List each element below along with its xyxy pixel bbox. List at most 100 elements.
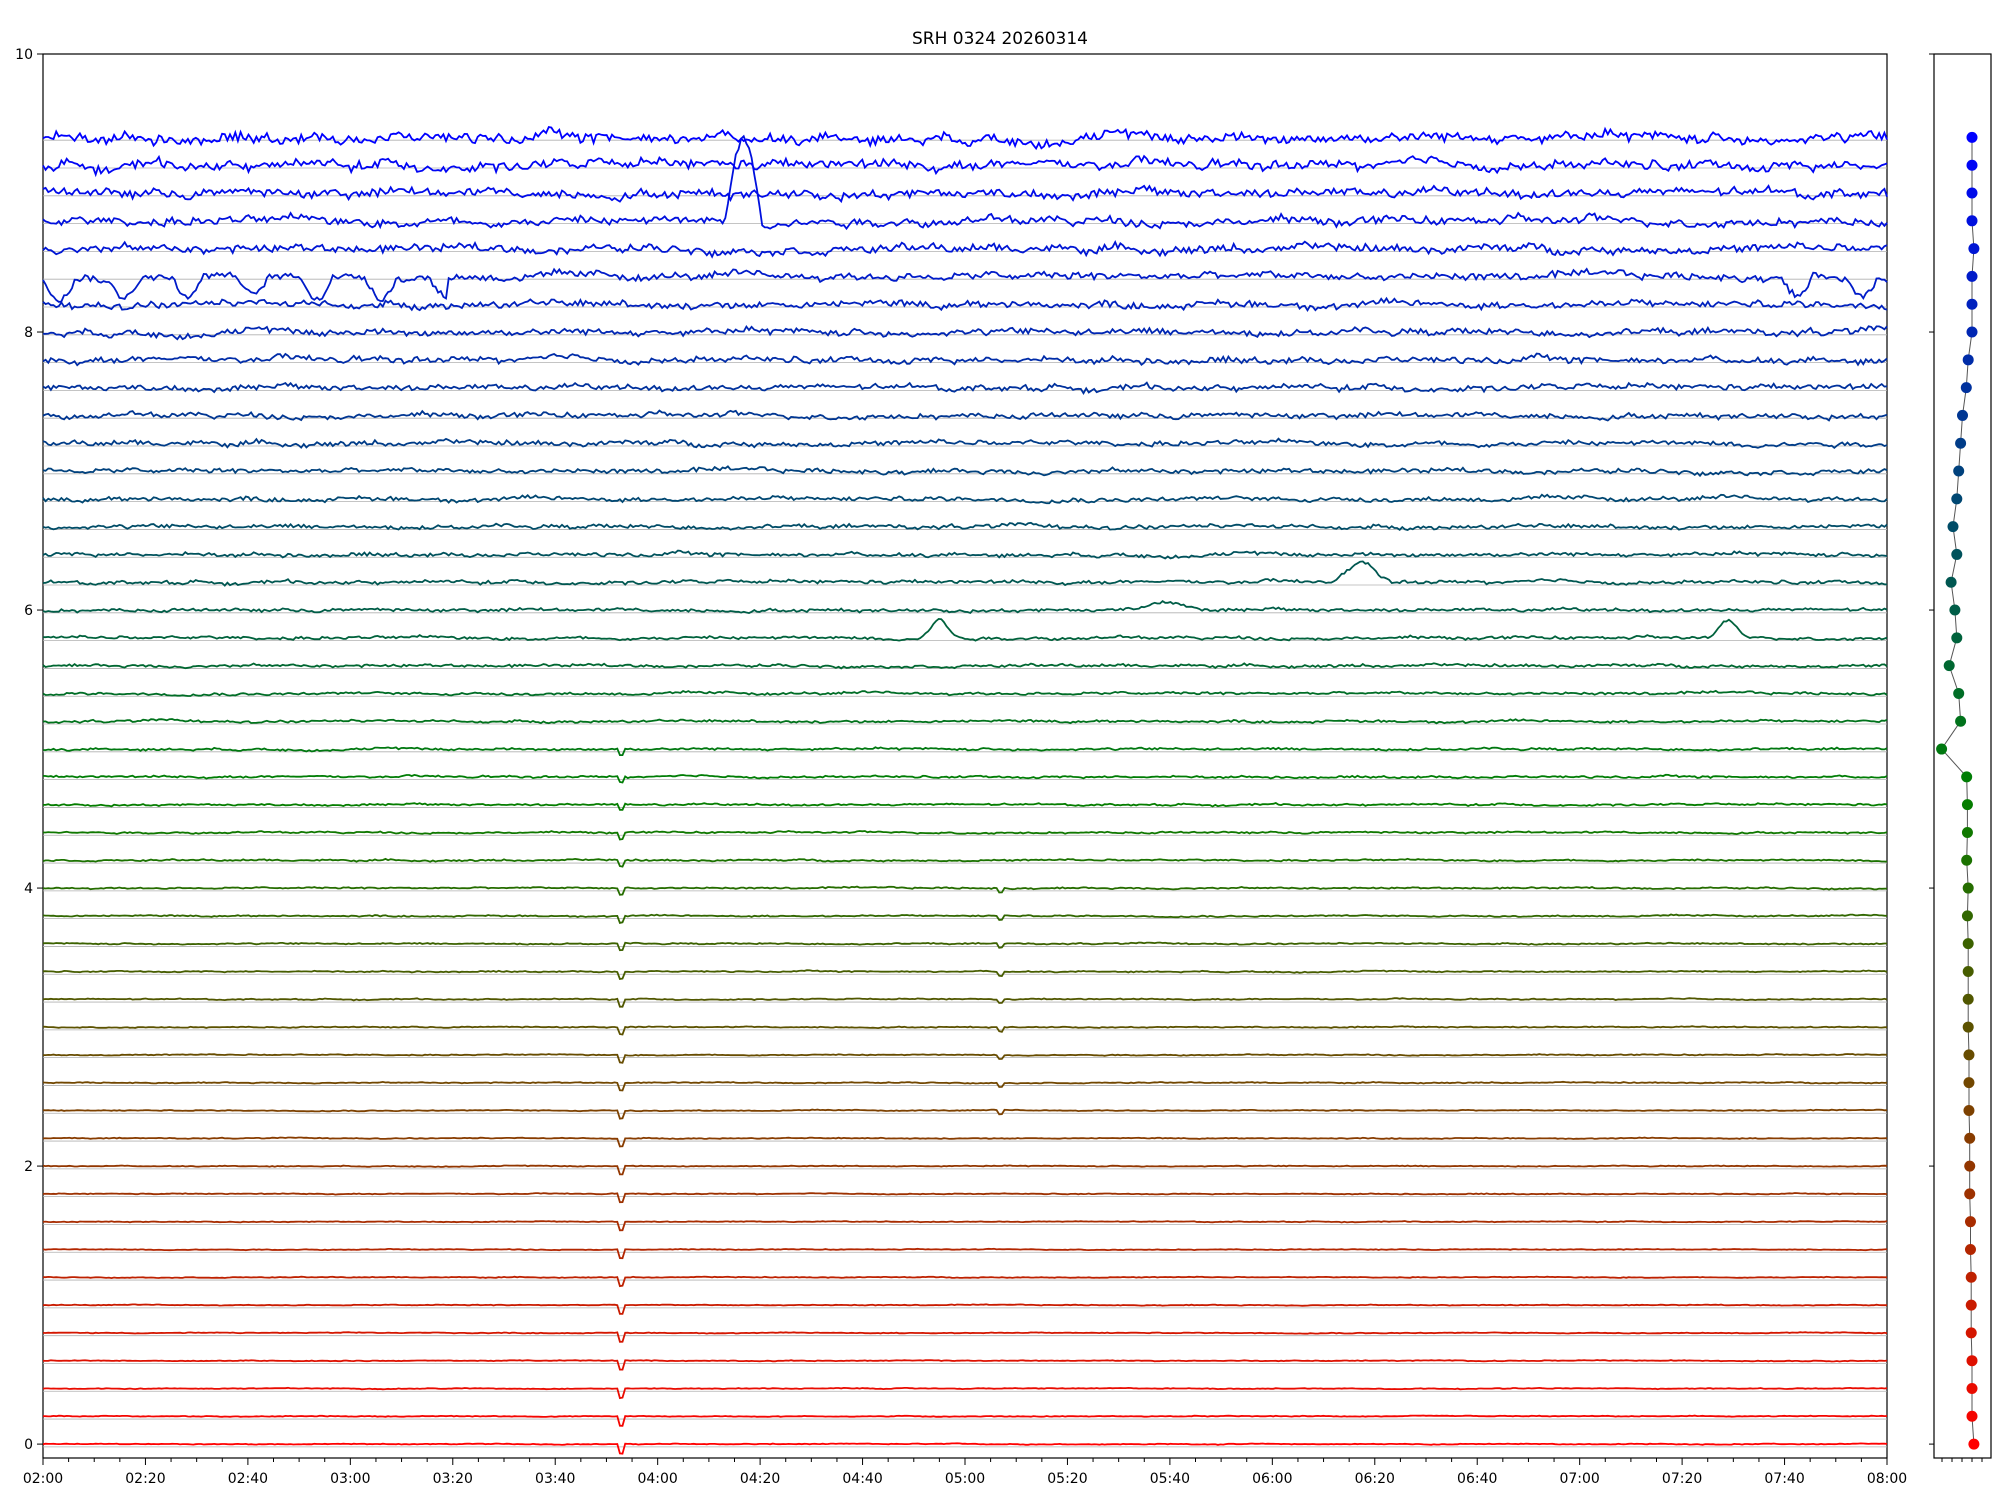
x-tick-label: 07:40: [1764, 1471, 1804, 1487]
trace-line-5: [42, 1303, 1887, 1315]
main-plot-frame: [42, 53, 1888, 1459]
trace-line-27: [42, 689, 1888, 697]
trace-line-35: [42, 465, 1888, 478]
main-plot-area: 0 2 4 6 8 10 02:00 02:20 02:40 03:00 03:20 03:40 04:…: [15, 47, 1907, 1487]
side-marker-point: [1966, 187, 1978, 199]
trace-line-8: [42, 1220, 1888, 1232]
side-marker-point: [1962, 993, 1974, 1005]
side-marker-point: [1951, 632, 1963, 644]
side-marker-point: [1962, 1021, 1974, 1033]
x-tick-label: 03:20: [433, 1471, 473, 1487]
x-tick-label: 07:00: [1559, 1471, 1599, 1487]
trace-line-33: [42, 521, 1888, 531]
side-marker-point: [1966, 1382, 1978, 1394]
trace-line-12: [42, 1108, 1888, 1120]
trace-line-24: [42, 773, 1888, 784]
side-plot-frame: [1933, 53, 1992, 1459]
trace-line-3: [42, 1359, 1888, 1371]
y-tick-label: 4: [24, 881, 33, 897]
side-marker-point: [1936, 743, 1948, 755]
trace-line-34: [42, 493, 1888, 505]
side-marker-point: [1947, 521, 1959, 533]
x-tick-label: 06:40: [1457, 1471, 1497, 1487]
trace-line-39: [42, 352, 1888, 367]
side-marker-point: [1951, 548, 1963, 560]
side-marker-point: [1961, 854, 1973, 866]
side-marker-point: [1957, 409, 1968, 421]
y-tick-label: 10: [15, 47, 33, 63]
side-marker-point: [1961, 799, 1973, 811]
side-marker-point: [1965, 1327, 1977, 1339]
x-tick-label: 05:00: [945, 1471, 985, 1487]
trace-line-16: [42, 997, 1888, 1008]
trace-line-25: [42, 746, 1888, 756]
x-tick-label: 05:40: [1150, 1471, 1190, 1487]
side-marker-point: [1963, 1077, 1975, 1089]
side-marker-point: [1966, 1355, 1978, 1367]
trace-line-31: [42, 560, 1888, 587]
side-marker-point: [1966, 215, 1978, 227]
trace-line-2: [42, 1386, 1888, 1400]
side-marker-point: [1951, 493, 1963, 505]
x-tick-label: 05:20: [1047, 1471, 1087, 1487]
side-marker-point: [1962, 354, 1974, 366]
side-marker-point: [1949, 604, 1961, 616]
x-tick-label: 08:00: [1867, 1471, 1907, 1487]
side-marker-point: [1966, 270, 1978, 282]
side-plot-area: [1929, 53, 1992, 1462]
trace-line-14: [43, 1053, 1888, 1064]
x-tick-label: 07:20: [1662, 1471, 1702, 1487]
side-marker-point: [1963, 1104, 1975, 1116]
trace-line-30: [42, 599, 1888, 615]
trace-line-1: [42, 1414, 1888, 1427]
trace-line-22: [43, 829, 1888, 841]
x-tick-label: 06:20: [1355, 1471, 1395, 1487]
trace-line-38: [42, 381, 1888, 395]
side-marker-point: [1961, 910, 1973, 922]
trace-line-18: [42, 941, 1887, 952]
trace-line-41: [42, 296, 1888, 313]
trace-line-7: [42, 1247, 1888, 1260]
trace-line-29: [42, 617, 1888, 642]
side-marker-point: [1964, 1216, 1976, 1228]
side-marker-point: [1955, 715, 1967, 727]
trace-line-44: [42, 134, 1888, 231]
side-marker-point: [1945, 576, 1957, 588]
y-tick-label: 8: [24, 325, 33, 341]
side-marker-point: [1963, 1049, 1975, 1061]
trace-line-28: [42, 662, 1888, 670]
y-tick-label: 2: [24, 1159, 33, 1175]
trace-line-43: [42, 239, 1888, 259]
trace-line-46: [42, 154, 1888, 178]
trace-line-9: [42, 1192, 1888, 1204]
side-marker-point: [1964, 1160, 1976, 1172]
trace-line-0: [42, 1442, 1888, 1455]
side-marker-point: [1966, 326, 1978, 338]
trace-line-15: [42, 1025, 1888, 1036]
trace-line-11: [42, 1136, 1888, 1148]
x-tick-label: 02:40: [228, 1471, 268, 1487]
side-marker-point: [1953, 687, 1965, 699]
side-marker-point: [1966, 1410, 1978, 1422]
side-marker-point: [1968, 1438, 1980, 1450]
side-marker-point: [1968, 243, 1980, 255]
side-marker-point: [1964, 1188, 1976, 1200]
side-marker-point: [1943, 660, 1955, 672]
side-marker-point: [1960, 382, 1972, 394]
trace-line-32: [42, 549, 1888, 560]
side-marker-point: [1962, 938, 1974, 950]
trace-line-17: [42, 969, 1888, 981]
y-tick-label: 6: [24, 603, 33, 619]
trace-line-40: [43, 324, 1888, 341]
trace-line-26: [42, 718, 1888, 725]
x-tick-label: 04:40: [842, 1471, 882, 1487]
side-marker-point: [1955, 437, 1967, 449]
side-marker-point: [1953, 465, 1965, 477]
trace-line-37: [42, 409, 1888, 422]
x-tick-label: 02:00: [23, 1471, 63, 1487]
trace-line-45: [42, 184, 1888, 204]
trace-line-42: [42, 267, 1888, 303]
side-marker-point: [1966, 131, 1978, 143]
x-tick-label: 03:40: [535, 1471, 575, 1487]
